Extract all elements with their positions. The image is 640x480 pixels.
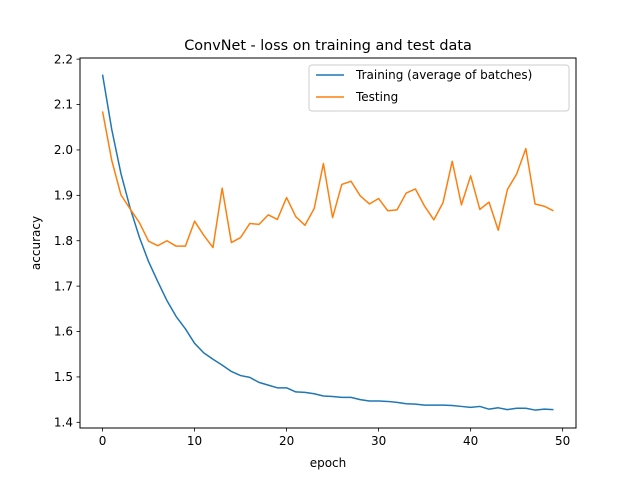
axes — [79, 57, 577, 429]
y-tick-label: 1.5 — [54, 370, 73, 384]
x-ticks: 0 10 20 30 40 50 — [99, 428, 570, 448]
y-tick-label: 2.0 — [54, 143, 73, 157]
y-tick-label: 1.8 — [54, 234, 73, 248]
y-axis-label: accuracy — [29, 216, 43, 270]
legend-label-training: Training (average of batches) — [355, 68, 532, 82]
chart-title: ConvNet - loss on training and test data — [184, 38, 472, 54]
series-line-testing — [101, 111, 554, 249]
legend-box — [308, 64, 570, 112]
y-tick-label: 1.4 — [54, 416, 73, 430]
y-tick-label: 1.6 — [54, 325, 73, 339]
y-tick-label: 2.2 — [54, 52, 73, 66]
x-tick-label: 30 — [371, 434, 386, 448]
series-line-training — [101, 74, 554, 411]
series-lines — [101, 74, 554, 411]
x-tick-label: 40 — [463, 434, 478, 448]
legend-label-testing: Testing — [355, 90, 398, 104]
x-tick-label: 20 — [279, 434, 294, 448]
y-ticks: 1.4 1.5 1.6 1.7 1.8 1.9 2.0 2.1 2.2 — [54, 52, 80, 430]
legend: Training (average of batches) Testing — [308, 64, 570, 112]
plot-area — [80, 58, 576, 428]
y-tick-label: 1.9 — [54, 189, 73, 203]
x-tick-label: 10 — [187, 434, 202, 448]
y-tick-label: 2.1 — [54, 98, 73, 112]
x-axis-label: epoch — [310, 456, 347, 470]
x-tick-label: 50 — [555, 434, 570, 448]
axes-frame — [79, 57, 577, 429]
y-tick-label: 1.7 — [54, 279, 73, 293]
x-tick-label: 0 — [99, 434, 107, 448]
